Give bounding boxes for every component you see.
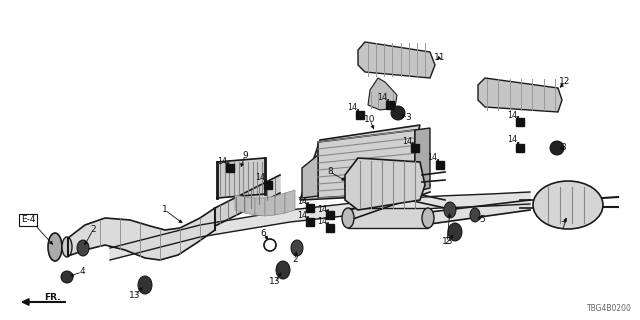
Bar (306, 204, 314, 212)
Text: 8: 8 (327, 167, 333, 177)
Text: 14: 14 (255, 173, 265, 182)
Text: 14: 14 (507, 110, 517, 119)
Text: 13: 13 (269, 277, 281, 286)
Polygon shape (217, 158, 265, 198)
Polygon shape (265, 196, 275, 216)
Polygon shape (430, 200, 530, 224)
Bar (516, 144, 524, 152)
Ellipse shape (342, 208, 354, 228)
Polygon shape (302, 155, 318, 198)
Text: 13: 13 (442, 237, 454, 246)
Ellipse shape (533, 181, 603, 229)
Ellipse shape (444, 202, 456, 218)
Text: 5: 5 (479, 215, 485, 225)
Polygon shape (285, 190, 295, 213)
Ellipse shape (422, 208, 434, 228)
Bar (306, 218, 314, 226)
Text: 10: 10 (364, 116, 376, 124)
Bar (326, 211, 334, 219)
Ellipse shape (448, 223, 462, 241)
Text: 14: 14 (297, 212, 307, 220)
Polygon shape (68, 208, 215, 260)
Polygon shape (358, 42, 435, 78)
Text: E-4: E-4 (20, 215, 35, 225)
Ellipse shape (77, 240, 89, 256)
Polygon shape (415, 128, 430, 192)
Text: 14: 14 (402, 138, 412, 147)
Bar (264, 181, 272, 189)
Ellipse shape (550, 141, 564, 155)
Text: 11: 11 (435, 52, 445, 61)
Polygon shape (345, 158, 425, 210)
Polygon shape (235, 195, 245, 213)
Text: 14: 14 (317, 204, 327, 213)
Polygon shape (275, 193, 285, 215)
Polygon shape (318, 130, 415, 198)
Polygon shape (368, 78, 397, 110)
Bar (386, 101, 394, 109)
Bar (411, 144, 419, 152)
Bar (436, 161, 444, 169)
Text: 13: 13 (129, 291, 141, 300)
Text: E-4: E-4 (20, 215, 35, 225)
Text: 7: 7 (560, 220, 566, 229)
Text: 14: 14 (217, 157, 227, 166)
Text: 2: 2 (444, 237, 450, 246)
Text: 14: 14 (507, 135, 517, 145)
Text: 1: 1 (162, 205, 168, 214)
Polygon shape (350, 185, 430, 220)
Text: 14: 14 (427, 154, 437, 163)
Bar (516, 118, 524, 126)
Bar (226, 164, 234, 172)
Circle shape (264, 239, 276, 251)
Text: 14: 14 (317, 218, 327, 227)
Bar (326, 224, 334, 232)
Ellipse shape (62, 237, 72, 257)
Polygon shape (255, 198, 265, 216)
Text: 14: 14 (297, 197, 307, 206)
Ellipse shape (264, 239, 276, 251)
Polygon shape (478, 78, 562, 112)
Ellipse shape (291, 240, 303, 256)
Text: 4: 4 (79, 268, 85, 276)
Text: 12: 12 (559, 77, 571, 86)
Ellipse shape (61, 271, 73, 283)
Text: 2: 2 (292, 255, 298, 265)
Text: 2: 2 (90, 226, 96, 235)
Text: 6: 6 (260, 228, 266, 237)
Ellipse shape (276, 261, 290, 279)
Text: 14: 14 (347, 103, 357, 113)
Text: 9: 9 (242, 150, 248, 159)
Polygon shape (110, 192, 530, 260)
Ellipse shape (470, 208, 480, 222)
Polygon shape (348, 208, 428, 228)
Text: 14: 14 (377, 93, 387, 102)
Ellipse shape (391, 106, 405, 120)
Polygon shape (215, 175, 280, 226)
Ellipse shape (138, 276, 152, 294)
Ellipse shape (48, 233, 62, 261)
Text: TBG4B0200: TBG4B0200 (587, 304, 632, 313)
Text: 3: 3 (405, 114, 411, 123)
Text: 3: 3 (560, 143, 566, 153)
Polygon shape (245, 197, 255, 215)
Polygon shape (300, 125, 420, 200)
Bar (356, 111, 364, 119)
Text: FR.: FR. (44, 293, 60, 302)
